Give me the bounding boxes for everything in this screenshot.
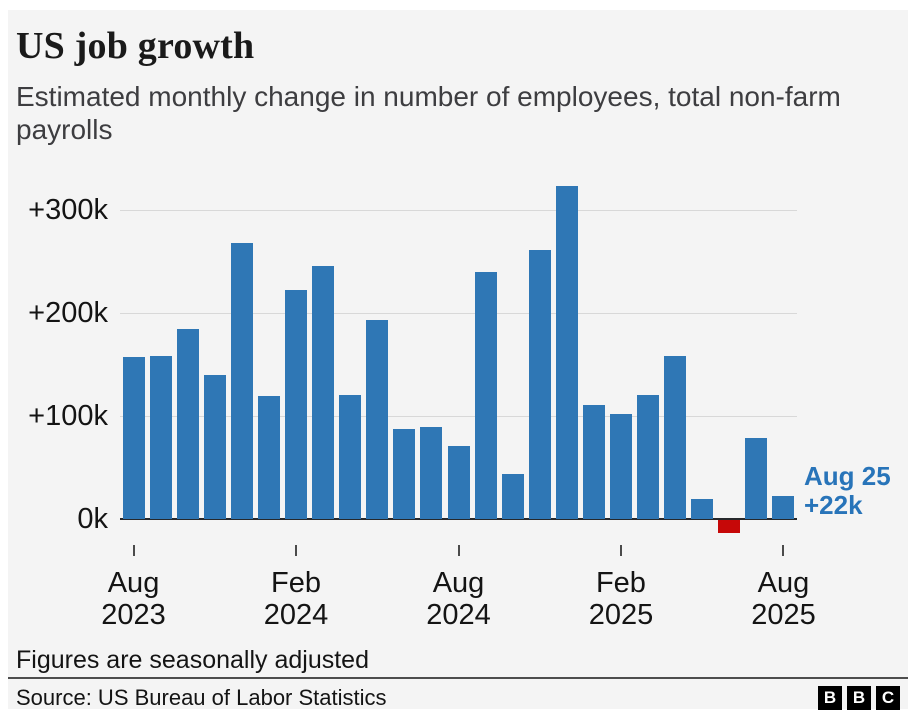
plot-area: [120, 169, 797, 534]
bar: [555, 186, 578, 519]
y-tick-label: 0k: [77, 503, 108, 535]
bar: [447, 445, 470, 519]
x-tick: [295, 545, 298, 556]
gridline: [120, 312, 797, 314]
bar: [637, 395, 660, 519]
gridline: [120, 415, 797, 417]
bar-chart: 0k +100k +200k +300k Aug 2023 Feb 2024 Aug 2024 F…: [8, 169, 908, 631]
bar: [582, 404, 605, 519]
bbc-logo-block: C: [876, 686, 900, 710]
bar: [745, 437, 768, 519]
bar: [772, 496, 795, 519]
gridline: [120, 209, 797, 211]
bar: [691, 499, 714, 519]
chart-subtitle: Estimated monthly change in number of em…: [16, 81, 841, 145]
x-tick-label: Aug 2025: [751, 567, 816, 631]
y-tick-label: +100k: [28, 400, 108, 432]
chart-title: US job growth: [16, 25, 255, 67]
bar: [176, 329, 199, 519]
x-tick: [619, 545, 622, 556]
y-tick-label: +300k: [28, 194, 108, 226]
bar: [609, 413, 632, 519]
source-text: Source: US Bureau of Labor Statistics: [16, 685, 387, 710]
bar: [664, 356, 687, 519]
bar: [257, 396, 280, 519]
x-tick-label: Aug 2023: [101, 567, 166, 631]
bar: [122, 357, 145, 519]
bar: [528, 250, 551, 519]
x-tick-label: Feb 2025: [588, 567, 654, 631]
x-tick-label: Aug 2024: [426, 567, 491, 631]
bbc-logo-block: B: [847, 686, 871, 710]
bar: [149, 356, 172, 519]
bbc-logo-block: B: [818, 686, 842, 710]
bar: [420, 427, 443, 519]
bar: [312, 265, 335, 519]
bar: [203, 374, 226, 519]
x-tick: [132, 545, 135, 556]
bar: [230, 242, 253, 519]
footer-divider: [8, 677, 908, 679]
bar-negative: [718, 520, 741, 534]
x-axis-line: [120, 518, 797, 520]
bar: [339, 395, 362, 519]
footnote: Figures are seasonally adjusted: [16, 646, 369, 674]
y-tick-label: +200k: [28, 297, 108, 329]
chart-card: US job growth Estimated monthly change i…: [8, 10, 908, 710]
latest-value-annotation: Aug 25 +22k: [804, 461, 891, 520]
bar: [501, 473, 524, 519]
bar: [474, 271, 497, 519]
x-tick: [457, 545, 460, 556]
bar: [366, 320, 389, 519]
x-tick-label: Feb 2024: [263, 567, 329, 631]
bar: [393, 429, 416, 519]
x-tick: [782, 545, 785, 556]
bar: [285, 290, 308, 519]
